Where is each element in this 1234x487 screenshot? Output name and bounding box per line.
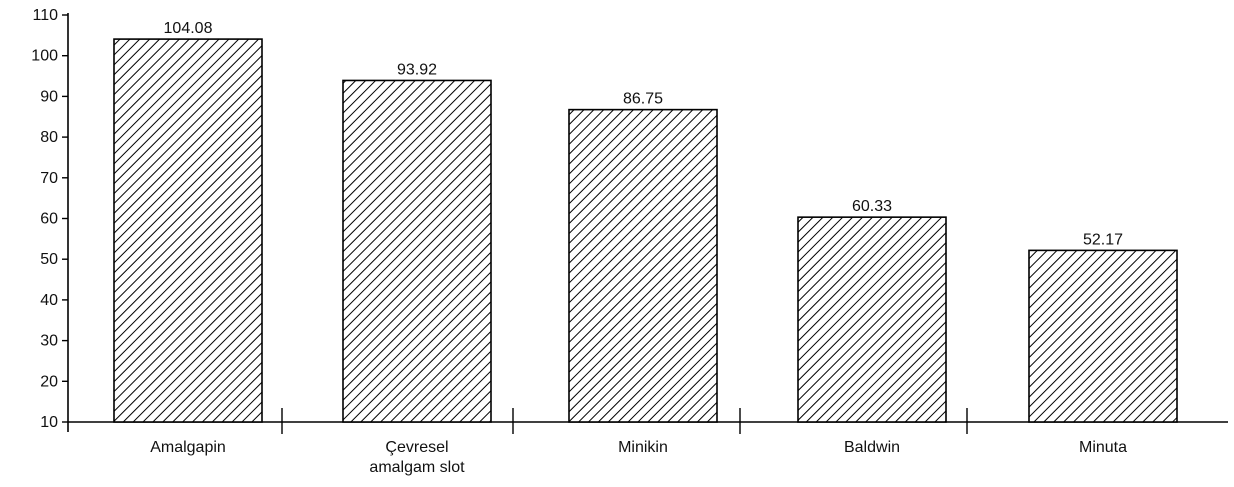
y-axis: 10 20 30 40 50 60 70 80 90 100 110 (31, 7, 69, 432)
y-tick-label: 100 (31, 48, 58, 65)
y-tick-label: 80 (40, 129, 58, 146)
y-tick-label: 70 (40, 170, 58, 187)
y-tick-label: 110 (32, 7, 58, 24)
bar (342, 79, 492, 423)
bar (797, 216, 947, 423)
bar (1028, 249, 1178, 423)
y-tick-label: 10 (40, 414, 58, 431)
y-tick-label: 40 (40, 292, 58, 309)
category-labels: Amalgapin Çevresel amalgam slot Minikin Bald… (150, 439, 1127, 476)
y-tick-label: 20 (40, 373, 58, 390)
bar-value-label: 52.17 (1083, 231, 1123, 248)
y-tick-label: 30 (40, 333, 58, 350)
bar-value-label: 104.08 (164, 20, 213, 37)
x-tick-label: Minuta (1079, 439, 1127, 456)
y-tick-label: 50 (40, 251, 58, 268)
y-tick-label: 60 (40, 211, 58, 228)
y-tick-label: 90 (40, 88, 58, 105)
bar-value-label: 60.33 (852, 198, 892, 215)
bar-value-label: 93.92 (397, 61, 437, 78)
x-tick-label: Amalgapin (150, 439, 226, 456)
bar-value-label: 86.75 (623, 91, 663, 108)
bars (113, 38, 1178, 423)
x-tick-label: Çevresel amalgam slot (369, 439, 465, 476)
x-tick-label: Minikin (618, 439, 668, 456)
x-tick-label: Baldwin (844, 439, 900, 456)
value-labels: 104.08 93.92 86.75 60.33 52.17 (164, 20, 1124, 248)
bar (113, 38, 263, 423)
bar (568, 108, 718, 423)
